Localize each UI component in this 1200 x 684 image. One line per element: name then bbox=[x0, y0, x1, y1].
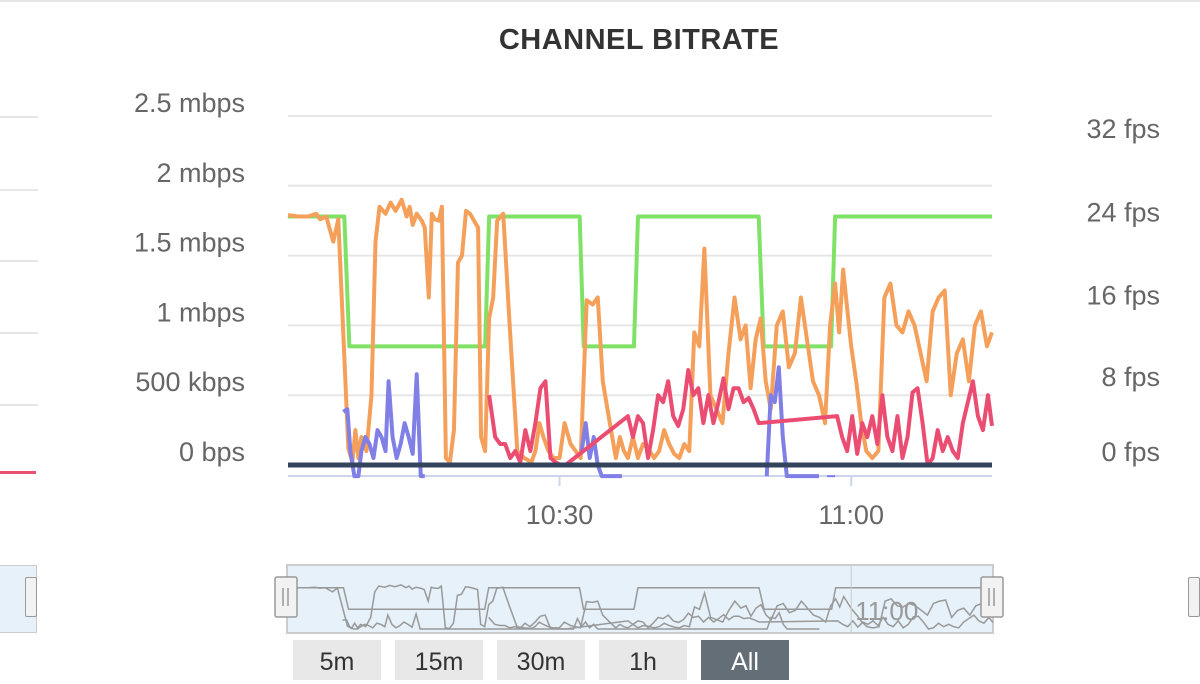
y-tick-label: 500 kbps bbox=[135, 367, 245, 397]
y-tick-label-right: 8 fps bbox=[1101, 362, 1160, 392]
series-group bbox=[287, 197, 994, 479]
y-tick-label-right: 16 fps bbox=[1086, 281, 1160, 311]
y-tick-label: 2.5 mbps bbox=[134, 88, 245, 118]
series-line bbox=[287, 197, 994, 465]
y-tick-label-right: 32 fps bbox=[1086, 114, 1160, 144]
navigator: 11:00 bbox=[274, 564, 1004, 634]
range-button-all[interactable]: All bbox=[701, 640, 789, 680]
y-axis-right: 0 fps 8 fps 16 fps 24 fps 32 fps bbox=[1086, 114, 1160, 467]
navigator-tick-label: 11:00 bbox=[855, 596, 918, 626]
gridline bbox=[0, 260, 38, 262]
y-tick-label: 0 bps bbox=[179, 437, 245, 467]
series-line bbox=[288, 214, 992, 349]
adjacent-chart-left bbox=[0, 0, 40, 670]
chart-title: CHANNEL BITRATE bbox=[498, 24, 780, 56]
range-button-30m[interactable]: 30m bbox=[497, 640, 585, 680]
gridline bbox=[0, 189, 38, 191]
adjacent-navigator-handle[interactable] bbox=[25, 577, 37, 617]
navigator-series bbox=[488, 612, 994, 630]
chart-svg: 0 bps 500 kbps 1 mbps 1.5 mbps 2 mbps 2.5 mbp… bbox=[134, 88, 1160, 634]
y-tick-label-right: 0 fps bbox=[1101, 437, 1160, 467]
x-axis: 10:30 11:00 bbox=[288, 475, 992, 530]
x-tick-label: 11:00 bbox=[818, 500, 884, 530]
top-border bbox=[0, 0, 1200, 2]
range-button-1h[interactable]: 1h bbox=[599, 640, 687, 680]
series-line bbox=[342, 372, 425, 479]
y-tick-label: 2 mbps bbox=[156, 158, 245, 188]
navigator-handle-right[interactable] bbox=[980, 576, 1004, 618]
gridline bbox=[0, 332, 38, 334]
gridline bbox=[0, 404, 38, 406]
range-button-15m[interactable]: 15m bbox=[395, 640, 483, 680]
series-line bbox=[487, 368, 994, 467]
y-tick-label-right: 24 fps bbox=[1086, 197, 1160, 227]
adjacent-series-line bbox=[0, 471, 36, 474]
gridline bbox=[0, 116, 38, 118]
y-axis-left: 0 bps 500 kbps 1 mbps 1.5 mbps 2 mbps 2.5 mbp… bbox=[134, 88, 245, 467]
navigator-series bbox=[342, 611, 820, 630]
range-button-5m[interactable]: 5m bbox=[293, 640, 381, 680]
navigator-series bbox=[286, 584, 994, 630]
y-tick-label: 1.5 mbps bbox=[134, 228, 245, 258]
series-line bbox=[764, 365, 820, 479]
y-tick-label: 1 mbps bbox=[156, 297, 245, 327]
navigator-series bbox=[287, 586, 993, 611]
x-tick-label: 10:30 bbox=[526, 500, 594, 530]
navigator-handle-left[interactable] bbox=[274, 576, 298, 618]
